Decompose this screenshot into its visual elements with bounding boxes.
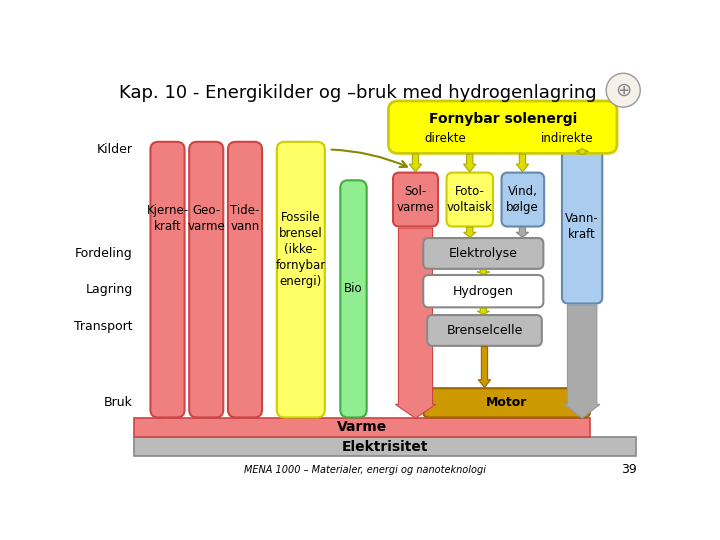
Polygon shape bbox=[231, 146, 259, 418]
Text: Foto-
voltaisk: Foto- voltaisk bbox=[447, 185, 492, 214]
Text: Kjerne-
kraft: Kjerne- kraft bbox=[146, 204, 189, 233]
Polygon shape bbox=[153, 146, 181, 418]
FancyBboxPatch shape bbox=[562, 150, 602, 303]
Text: Fordeling: Fordeling bbox=[75, 247, 132, 260]
FancyBboxPatch shape bbox=[423, 238, 544, 269]
Text: Geo-
varme: Geo- varme bbox=[187, 204, 225, 233]
Text: Hydrogen: Hydrogen bbox=[453, 285, 514, 298]
FancyBboxPatch shape bbox=[423, 388, 590, 417]
Polygon shape bbox=[477, 269, 490, 274]
Text: Kap. 10 - Energikilder og –bruk med hydrogenlagring: Kap. 10 - Energikilder og –bruk med hydr… bbox=[120, 84, 597, 102]
FancyBboxPatch shape bbox=[189, 142, 223, 417]
Text: Fossile
brensel
(ikke-
fornybar
energi): Fossile brensel (ikke- fornybar energi) bbox=[276, 211, 326, 288]
Bar bbox=[134, 437, 636, 456]
Text: Brenselcelle: Brenselcelle bbox=[446, 324, 523, 337]
Text: Sol-
varme: Sol- varme bbox=[397, 185, 434, 214]
Text: Varme: Varme bbox=[337, 421, 387, 435]
Polygon shape bbox=[576, 148, 588, 154]
Polygon shape bbox=[516, 154, 528, 172]
Polygon shape bbox=[477, 308, 490, 314]
Text: Vann-
kraft: Vann- kraft bbox=[565, 212, 599, 241]
Polygon shape bbox=[192, 146, 220, 418]
FancyBboxPatch shape bbox=[502, 173, 544, 226]
Text: MENA 1000 – Materialer, energi og nanoteknologi: MENA 1000 – Materialer, energi og nanote… bbox=[244, 465, 486, 475]
FancyBboxPatch shape bbox=[423, 275, 544, 307]
Polygon shape bbox=[564, 305, 600, 418]
Text: Lagring: Lagring bbox=[86, 283, 132, 296]
Polygon shape bbox=[280, 146, 322, 418]
Text: Bio: Bio bbox=[344, 281, 363, 295]
Circle shape bbox=[606, 73, 640, 107]
FancyBboxPatch shape bbox=[446, 173, 493, 226]
Polygon shape bbox=[478, 347, 490, 387]
Text: ⊕: ⊕ bbox=[615, 80, 631, 100]
Text: Kilder: Kilder bbox=[96, 143, 132, 156]
FancyBboxPatch shape bbox=[393, 173, 438, 226]
Polygon shape bbox=[341, 184, 366, 418]
Text: indirekte: indirekte bbox=[541, 132, 593, 145]
Text: Elektrolyse: Elektrolyse bbox=[449, 247, 518, 260]
FancyBboxPatch shape bbox=[427, 315, 542, 346]
Text: Elektrisitet: Elektrisitet bbox=[342, 440, 428, 454]
FancyBboxPatch shape bbox=[388, 101, 617, 153]
Bar bbox=[134, 418, 590, 437]
Text: Fornybar solenergi: Fornybar solenergi bbox=[428, 112, 577, 126]
Text: Transport: Transport bbox=[74, 320, 132, 333]
Polygon shape bbox=[464, 154, 476, 172]
Text: 39: 39 bbox=[621, 463, 636, 476]
Polygon shape bbox=[464, 227, 476, 237]
Polygon shape bbox=[395, 228, 436, 418]
Text: Bruk: Bruk bbox=[104, 396, 132, 409]
FancyBboxPatch shape bbox=[341, 180, 366, 417]
Polygon shape bbox=[409, 154, 422, 172]
Text: Tide-
vann: Tide- vann bbox=[230, 204, 260, 233]
FancyBboxPatch shape bbox=[150, 142, 184, 417]
Text: Vind,
bølge: Vind, bølge bbox=[506, 185, 539, 214]
Polygon shape bbox=[516, 227, 528, 237]
Text: direkte: direkte bbox=[425, 132, 467, 145]
Text: Motor: Motor bbox=[486, 396, 527, 409]
FancyBboxPatch shape bbox=[228, 142, 262, 417]
FancyBboxPatch shape bbox=[276, 142, 325, 417]
